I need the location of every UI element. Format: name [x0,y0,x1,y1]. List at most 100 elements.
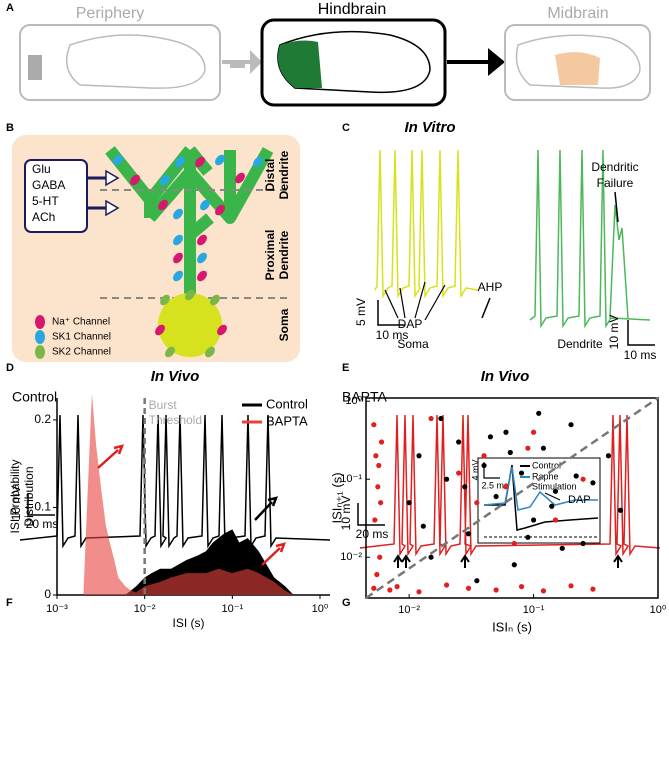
point [416,589,422,595]
point [503,484,509,490]
brain-outline [515,34,641,89]
scale-label: 10 mV [607,315,621,350]
stim-arrow [460,554,470,568]
channel-icon [173,234,183,246]
channel-icon [215,154,225,166]
point [394,584,400,590]
scale-bar [27,493,55,516]
pointer [97,444,125,469]
annotation: Dendritic [591,160,638,174]
channel-icon [158,199,168,211]
scale-label: 10 mV [339,496,353,531]
x-tick-label: 10⁻³ [46,603,68,615]
x-tick-label: 10⁻² [398,604,420,616]
panel-title: In Vivo [481,368,530,385]
x-tick-label: 10⁰ [650,604,667,616]
arrowhead [250,50,262,74]
threshold-label: Burst [149,398,178,412]
pointer [384,281,446,321]
scale-bar [377,300,405,326]
identity-line [365,396,659,600]
channel-icon [197,270,207,282]
panel-title: In Vivo [151,368,200,385]
point [605,453,612,459]
channel-icon [217,324,227,336]
point [371,422,377,428]
threshold-label: Threshold [149,413,202,427]
point [420,523,426,529]
point [530,429,537,435]
point [525,445,531,451]
failure-spike [609,204,629,319]
compartment-label: Dendrite [277,230,291,279]
brain-outline [65,34,206,89]
panel-label: A [6,2,14,14]
stim-arrow [613,554,623,568]
point [377,554,383,560]
point [373,453,379,459]
point [376,462,382,469]
channel-icon [160,174,170,186]
point [456,470,462,476]
point [511,540,517,547]
legend-label: Control [532,460,561,470]
channel-icon [200,199,210,211]
sk1-icon [35,330,45,344]
point [507,449,513,456]
channel-icon [155,324,165,336]
y-tick-label: 0 [44,587,51,601]
point [518,470,525,476]
scale-label: 5 mV [354,298,368,326]
x-axis-label: ISI (s) [173,616,205,630]
point [465,531,472,537]
channel-icon [173,208,183,220]
point [493,587,499,593]
point [568,422,574,428]
inset-raphe-trace [483,466,598,511]
control-trace [19,414,331,549]
y-tick-label: 10⁻¹ [340,473,362,485]
x-tick-label: 10⁻¹ [523,604,545,616]
panel-label: E [342,362,349,374]
panel-label: D [6,362,14,374]
panel-label: G [342,597,351,609]
condition-label: Control [12,389,57,405]
bapta-trace [359,414,661,557]
point [617,507,624,513]
channel-icon [205,346,215,358]
point [530,517,537,523]
region-label: Periphery [76,5,144,22]
arrowhead [105,169,120,187]
annotation: Failure [597,176,634,190]
point [374,571,380,578]
y-tick-label: 0.1 [34,500,51,514]
compartment-label: Dendrite [277,150,291,199]
soma [158,293,222,357]
input-label: Glu [32,162,51,176]
point [511,562,517,568]
area [83,393,294,595]
legend-label: SK1 Channel [52,332,111,343]
point [536,410,542,416]
annotation: DAP [398,317,423,331]
point [371,585,377,591]
region-label: Hindbrain [318,1,386,18]
channel-icon [175,156,185,168]
point [481,453,487,459]
point [465,585,472,591]
point [580,476,586,482]
point [444,476,450,482]
scale-bar [357,503,385,526]
soma-trace [374,149,479,299]
scale-label: 20 ms [356,527,389,541]
compartment-label: Distal [263,159,277,192]
pointer [544,492,561,501]
point [444,582,450,588]
pointer [614,191,619,223]
channels [113,154,263,358]
point [493,493,499,500]
y-tick-label: 10⁰ [345,395,362,407]
arrowhead [488,48,505,76]
point [590,480,596,486]
